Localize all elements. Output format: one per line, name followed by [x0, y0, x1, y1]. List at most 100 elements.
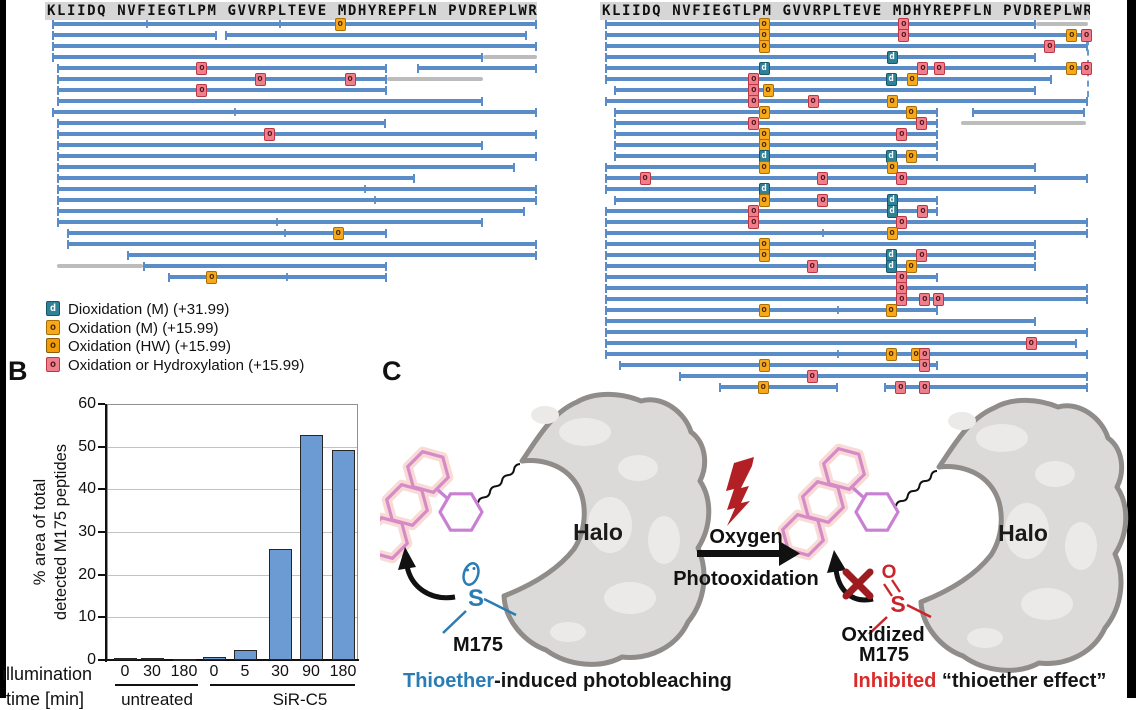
- sulfur-label-oxidized: S: [890, 591, 905, 617]
- cyclohexyl-ring: [854, 492, 900, 532]
- modification-marker-om: o: [758, 105, 770, 119]
- sulfur-label: S: [468, 585, 484, 612]
- halo-protein-left: [501, 391, 712, 667]
- modification-marker-om: o: [885, 303, 897, 317]
- protein-surface-patch: [588, 497, 632, 553]
- modification-marker-om: o: [905, 149, 917, 163]
- protein-surface-patch: [967, 628, 1003, 648]
- peptide-bar: [56, 184, 538, 194]
- peptide-bar: [604, 74, 1052, 84]
- modification-marker-oh: o: [898, 28, 910, 42]
- dye-ring: [821, 446, 867, 492]
- peptide-bar: [604, 338, 1078, 348]
- peptide-bar: [604, 96, 1089, 106]
- peptide-bar: [719, 382, 839, 392]
- peptide-bar: [604, 206, 939, 216]
- modification-marker-om: o: [758, 160, 770, 174]
- modification-marker-om: o: [206, 270, 218, 284]
- mechanism-diagram: S O S Halo Halo Oxygen Photooxidation M1…: [380, 391, 1129, 673]
- modification-marker-d: d: [758, 61, 770, 75]
- modification-marker-oh: o: [748, 94, 760, 108]
- gridline: [108, 617, 357, 619]
- modification-marker-oh: o: [896, 215, 908, 229]
- caption-inhibited-word: Inhibited: [853, 670, 937, 692]
- caption-right-rest: “thioether effect”: [936, 670, 1107, 692]
- peptide-bar: [51, 41, 538, 51]
- residue-tick: [837, 350, 840, 358]
- peptide-bar: [127, 250, 537, 260]
- x-mark-icon: [842, 568, 874, 600]
- modification-marker-om: o: [1066, 61, 1078, 75]
- peptide-bar: [614, 107, 939, 117]
- frame-edge-left: [0, 0, 6, 698]
- modification-marker-oh: o: [196, 61, 208, 75]
- modification-marker-oh: o: [807, 94, 819, 108]
- photobleaching-arrowhead: [398, 547, 416, 570]
- modification-marker-oh: o: [806, 259, 818, 273]
- modification-marker-om: o: [334, 17, 346, 31]
- sulfoxide-bond: [906, 603, 932, 619]
- peptide-bar: [604, 19, 1037, 29]
- y-tick-mark: [98, 659, 105, 661]
- x-axis: [105, 659, 359, 661]
- peptide-bar: [614, 151, 939, 161]
- modification-marker-oh: o: [196, 83, 208, 97]
- modification-marker-oh: o: [919, 292, 931, 306]
- dye-ring: [780, 512, 826, 558]
- peptide-bar: [56, 74, 388, 84]
- photooxidation-label: Photooxidation: [673, 568, 819, 590]
- sulfoxide-group: O S: [868, 562, 932, 635]
- dye-ring: [800, 479, 846, 525]
- modification-marker-oh: o: [344, 72, 356, 86]
- modification-marker-oh: o: [896, 127, 908, 141]
- dye-structure-left: [380, 446, 484, 564]
- unmatched-bar: [1036, 22, 1088, 26]
- peptide-bar: [614, 195, 939, 205]
- modification-marker-om: o: [885, 347, 897, 361]
- lightning-bolt-icon: [726, 457, 754, 526]
- blocked-arrowhead: [827, 550, 846, 573]
- peptide-bar: [604, 327, 1089, 337]
- protein-surface-patch: [1035, 461, 1075, 487]
- protein-surface-patch: [618, 455, 658, 481]
- modification-marker-oh: o: [917, 204, 929, 218]
- y-tick-mark: [98, 445, 105, 448]
- frame-edge-right: [1127, 0, 1136, 698]
- peptide-bar: [56, 195, 538, 205]
- modification-marker-oh: o: [806, 369, 818, 383]
- bar: [331, 450, 355, 660]
- bar: [172, 658, 196, 661]
- y-tick-mark: [98, 573, 105, 576]
- modification-marker-oh: o: [919, 380, 931, 394]
- x-tick-label: 180: [329, 663, 357, 680]
- gridline: [108, 489, 357, 491]
- protein-surface-patch: [976, 424, 1028, 452]
- modification-marker-oh: o: [748, 215, 760, 229]
- caption-thioether-effect: Inhibited “thioether effect”: [853, 670, 1106, 693]
- modification-marker-om: o: [886, 94, 898, 108]
- peptide-bar: [614, 140, 939, 150]
- linker-squiggle: [477, 463, 938, 507]
- y-tick-label: 60: [78, 395, 96, 412]
- legend-icon-om: o: [46, 319, 60, 335]
- peptide-bar: [56, 140, 483, 150]
- m175-label: M175: [453, 634, 503, 656]
- panel-label-c: C: [382, 356, 402, 386]
- group-underline-1: [115, 684, 198, 686]
- y-tick-label: 40: [78, 480, 96, 498]
- peptide-bar: [604, 162, 1037, 172]
- protein-surface-patch: [1005, 503, 1049, 559]
- peptide-bar: [604, 217, 1089, 227]
- electron-dot: [472, 567, 476, 570]
- peptide-bar: [604, 250, 1037, 260]
- x-tick-label: 30: [143, 663, 161, 680]
- y-tick-label: 10: [78, 608, 96, 626]
- protein-surface-patch: [531, 406, 559, 424]
- reaction-arrow-shaft: [697, 550, 779, 557]
- peptide-bar: [225, 30, 528, 40]
- modification-marker-oh: o: [916, 116, 928, 130]
- modification-marker-om: o: [758, 303, 770, 317]
- legend-item: o Oxidation or Hydroxylation (+15.99): [46, 356, 346, 375]
- oxygen-label: Oxygen: [709, 526, 782, 548]
